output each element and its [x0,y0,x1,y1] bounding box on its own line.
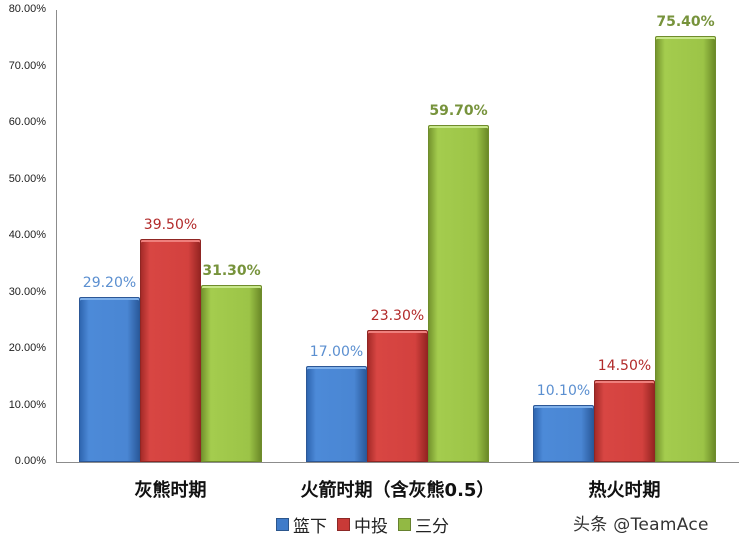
legend-item-midrange: 中投 [337,512,388,537]
category-label: 热火时期 [588,480,661,501]
y-tick-label: 80.00% [8,3,46,15]
y-tick-label: 70.00% [8,59,46,72]
y-tick-label: 10.00% [8,398,46,411]
legend-label: 三分 [415,517,449,537]
data-label: 29.20% [82,275,137,292]
legend-swatch-green [398,518,411,531]
bar-green [428,124,489,462]
bar-red [140,238,201,462]
bar-green [201,285,262,462]
bar-red [594,380,655,462]
y-tick-label: 50.00% [8,172,46,185]
data-label: 75.40% [656,13,715,30]
y-tick-label: 30.00% [8,285,46,298]
x-axis-line [56,462,739,463]
data-label: 59.70% [429,102,488,119]
watermark: 头条 @TeamAce [573,515,709,535]
data-label: 14.50% [597,358,652,375]
bar-green [655,35,716,462]
y-tick-label: 20.00% [8,342,46,354]
legend-label: 篮下 [293,517,327,537]
data-label: 10.10% [536,382,591,399]
y-tick-label: 60.00% [8,116,46,128]
bar-blue [533,404,594,462]
legend-swatch-blue [276,518,289,531]
category-label: 火箭时期（含灰熊0.5） [300,480,495,501]
data-label: 39.50% [143,216,198,233]
legend-swatch-red [337,518,350,531]
y-axis-line [56,10,57,462]
data-label: 17.00% [309,343,364,360]
category-label: 灰熊时期 [134,480,207,501]
y-tick-label: 40.00% [8,229,46,241]
data-label: 31.30% [202,263,261,280]
bar-red [367,330,428,462]
legend-item-paint: 篮下 [276,512,327,537]
legend: 篮下 中投 三分 [276,512,449,537]
y-tick-label: 0.00% [14,455,46,467]
data-label: 23.30% [370,308,425,325]
bar-blue [306,365,367,462]
legend-item-three: 三分 [398,512,449,537]
legend-label: 中投 [354,517,388,537]
bar-blue [79,297,140,462]
